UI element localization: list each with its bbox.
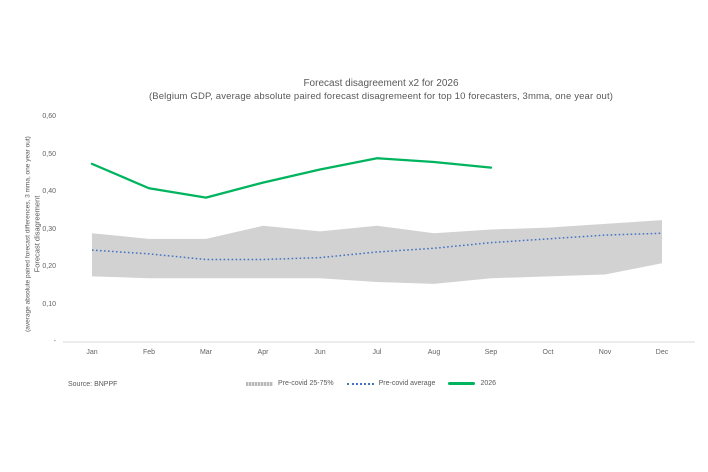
x-tick-label: Feb	[142, 349, 156, 356]
x-tick-label: Oct	[542, 349, 554, 356]
x-tick-label: Jan	[86, 349, 98, 356]
y-tick-label: 0,60	[42, 113, 56, 120]
x-tick-label: Dec	[655, 349, 669, 356]
chart-subtitle: (Belgium GDP, average absolute paired fo…	[148, 91, 614, 102]
y-tick-label: 0,10	[42, 300, 56, 308]
plot-area	[63, 157, 695, 343]
legend-item: Pre-covid 25-75%	[246, 380, 334, 387]
line-2026	[90, 157, 493, 199]
y-tick-label: 0,40	[42, 188, 56, 195]
legend-item: Pre-covid average	[346, 380, 436, 387]
x-tick-label: Nov	[598, 349, 612, 356]
legend-item: 2026	[448, 380, 496, 387]
y-axis-title: (average absolute paired forecast differ…	[24, 109, 43, 359]
legend-label: Pre-covid average	[378, 380, 436, 387]
legend-swatch-dotted-icon	[346, 382, 374, 385]
y-tick-label: 0,30	[42, 225, 56, 233]
y-axis-title-main: Forecast disagreement	[32, 195, 42, 273]
legend-label: 2026	[480, 380, 497, 387]
legend-swatch-band-icon	[246, 381, 273, 386]
x-tick-label: Sep	[484, 349, 498, 356]
chart-title-block: Forecast disagreement x2 for 2026 (Belgi…	[149, 77, 613, 103]
source-note: Source: BNPPF	[68, 381, 118, 388]
precovid-average-line	[91, 232, 663, 261]
legend-swatch-line-icon	[448, 382, 476, 385]
y-tick-label: 0,50	[42, 150, 56, 158]
y-tick-label: 0,20	[42, 263, 56, 270]
precovid-band	[92, 220, 662, 284]
y-axis-title-sub: (average absolute paired forecast differ…	[24, 136, 32, 332]
x-tick-label: Mar	[199, 349, 213, 356]
x-tick-label: Jul	[372, 349, 382, 356]
x-tick-label: Aug	[427, 349, 441, 356]
legend: Pre-covid 25-75% Pre-covid average 2026	[246, 380, 496, 387]
y-tick-label: -	[53, 338, 56, 345]
x-tick-label: Jun	[314, 349, 326, 356]
x-tick-label: Apr	[257, 349, 269, 356]
chart-title: Forecast disagreement x2 for 2026	[303, 78, 459, 89]
legend-label: Pre-covid 25-75%	[278, 380, 334, 387]
